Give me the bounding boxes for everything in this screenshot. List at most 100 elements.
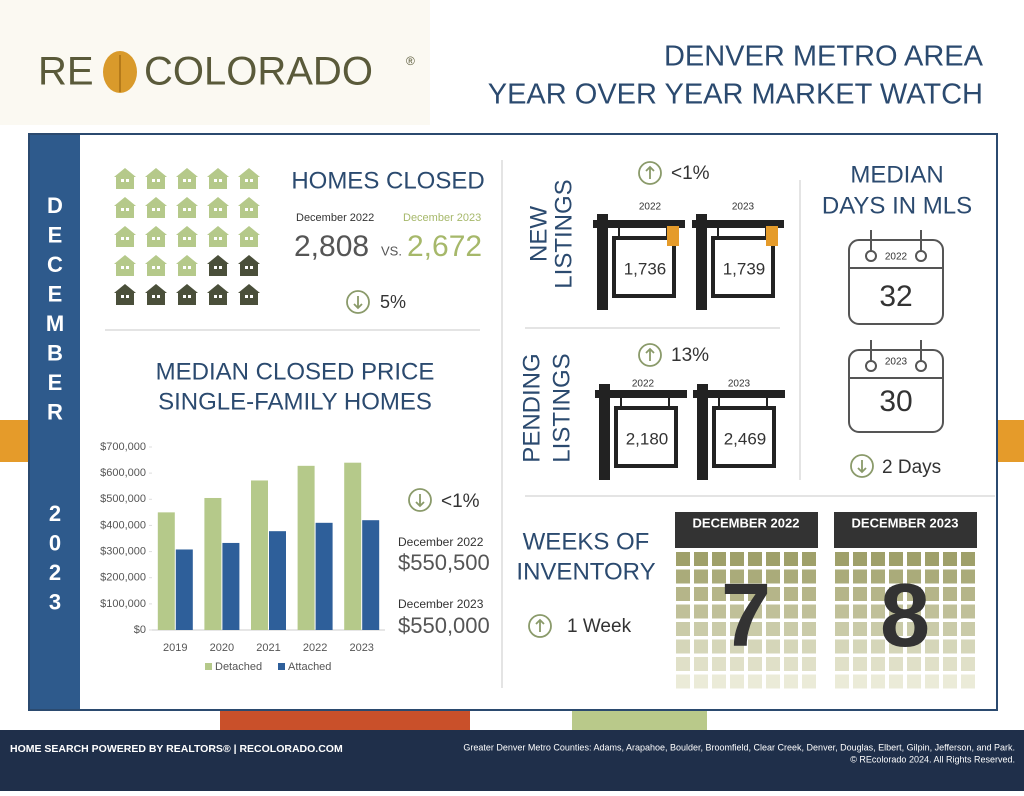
house-window: [157, 179, 160, 182]
house-window: [188, 237, 191, 240]
house-window: [219, 266, 222, 269]
house-icon: [238, 255, 260, 276]
sign-board: [712, 406, 776, 468]
stat-value: 2,180: [626, 429, 669, 448]
house-window: [250, 179, 253, 182]
card-cell: [712, 587, 726, 601]
card-cell: [907, 552, 921, 566]
card-cell: [871, 587, 885, 601]
card-cell: [676, 639, 690, 654]
calendar-ring: [865, 250, 877, 262]
price-chart: $0 $100,000 $200,000 $300,000 $400,000 $500,0…: [100, 441, 385, 673]
label: 2022: [632, 379, 655, 390]
label: 2022: [885, 252, 908, 263]
card-cell: [889, 604, 903, 619]
sign-board: [614, 406, 678, 468]
card-cell: [907, 622, 921, 636]
label: December 2022: [296, 212, 374, 224]
card-cell: [943, 552, 957, 566]
house-window: [245, 266, 248, 269]
section-title: MEDIAN: [850, 161, 943, 188]
house-icon: [207, 168, 229, 189]
legend-swatch: [205, 663, 212, 670]
card-cell: [784, 587, 798, 601]
card-value: 8: [880, 566, 930, 666]
card-cell: [925, 604, 939, 619]
card-cell: [802, 552, 816, 566]
house-window: [245, 179, 248, 182]
house-window: [245, 237, 248, 240]
card-cell: [784, 674, 798, 689]
label: December 2023: [398, 597, 484, 611]
house-icon: [176, 168, 198, 189]
label: 2022: [639, 202, 662, 213]
house-window: [121, 295, 124, 298]
card-cell: [889, 622, 903, 636]
section-title: WEEKS OF: [523, 528, 650, 555]
arrow-icon-glyph: [857, 460, 867, 474]
card-header: [834, 512, 977, 548]
house-window: [214, 237, 217, 240]
house-icon: [176, 284, 198, 305]
card-cell: [907, 569, 921, 584]
card-cell: [712, 569, 726, 584]
card-cell: [835, 639, 849, 654]
y-tick-label: $0: [134, 624, 146, 636]
house-window: [214, 295, 217, 298]
house-window: [152, 179, 155, 182]
card-cell: [712, 622, 726, 636]
card-cell: [712, 639, 726, 654]
card-cell: [748, 587, 762, 601]
card-cell: [871, 604, 885, 619]
card-cell: [871, 674, 885, 689]
sign-board: [612, 236, 676, 298]
card-cell: [802, 674, 816, 689]
footer-text: Greater Denver Metro Counties: Adams, Ar…: [463, 742, 1015, 752]
calendar-ring: [865, 360, 877, 372]
sign-ribbon: [766, 226, 778, 246]
house-window: [152, 266, 155, 269]
house-window: [245, 295, 248, 298]
card-cell: [730, 587, 744, 601]
house-icon: [207, 255, 229, 276]
card-label: DECEMBER 2022: [693, 515, 800, 530]
card-cell: [766, 622, 780, 636]
house-window: [183, 179, 186, 182]
house-window: [188, 179, 191, 182]
card-cell: [676, 657, 690, 671]
card-cell: [889, 657, 903, 671]
sign-ribbon: [667, 226, 679, 246]
stat-value: $550,000: [398, 613, 490, 638]
card-cell: [766, 552, 780, 566]
card-cell: [802, 569, 816, 584]
card-cell: [802, 587, 816, 601]
card-cell: [925, 569, 939, 584]
house-icon: [238, 168, 260, 189]
card-cell: [943, 657, 957, 671]
page-title: YEAR OVER YEAR MARKET WATCH: [488, 79, 983, 111]
house-window: [126, 237, 129, 240]
stat-value: 2,469: [724, 429, 767, 448]
card-cell: [835, 674, 849, 689]
house-window: [219, 179, 222, 182]
house-icon: [114, 197, 136, 218]
house-icon: [176, 226, 198, 247]
card-cell: [676, 674, 690, 689]
card-cell: [943, 604, 957, 619]
arrow-icon: [346, 290, 370, 314]
card-cell: [784, 622, 798, 636]
card-cell: [676, 604, 690, 619]
house-window: [188, 266, 191, 269]
house-window: [152, 208, 155, 211]
card-cell: [748, 569, 762, 584]
house-icon: [238, 284, 260, 305]
card-cell: [802, 639, 816, 654]
bar: [362, 520, 380, 630]
house-window: [126, 295, 129, 298]
card-cell: [961, 622, 975, 636]
arrow-icon: [850, 454, 874, 478]
card-cell: [730, 604, 744, 619]
card-cell: [676, 552, 690, 566]
